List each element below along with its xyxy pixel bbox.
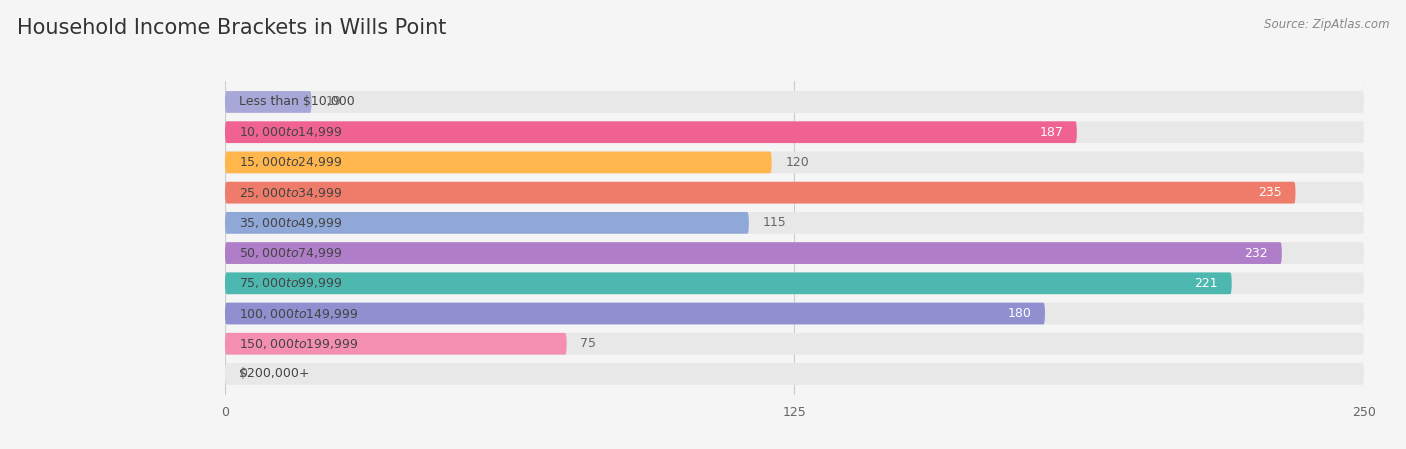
Text: 115: 115 bbox=[762, 216, 786, 229]
Text: 0: 0 bbox=[239, 367, 246, 380]
FancyBboxPatch shape bbox=[225, 333, 567, 355]
Text: $100,000 to $149,999: $100,000 to $149,999 bbox=[239, 307, 359, 321]
FancyBboxPatch shape bbox=[225, 212, 1364, 234]
Text: $25,000 to $34,999: $25,000 to $34,999 bbox=[239, 185, 342, 200]
Text: $75,000 to $99,999: $75,000 to $99,999 bbox=[239, 276, 342, 291]
Text: $150,000 to $199,999: $150,000 to $199,999 bbox=[239, 337, 359, 351]
Text: Less than $10,000: Less than $10,000 bbox=[239, 96, 354, 109]
FancyBboxPatch shape bbox=[225, 182, 1364, 203]
Text: 232: 232 bbox=[1244, 247, 1268, 260]
FancyBboxPatch shape bbox=[225, 91, 312, 113]
FancyBboxPatch shape bbox=[225, 273, 1232, 294]
Text: $15,000 to $24,999: $15,000 to $24,999 bbox=[239, 155, 342, 169]
FancyBboxPatch shape bbox=[225, 303, 1364, 324]
FancyBboxPatch shape bbox=[225, 91, 1364, 113]
FancyBboxPatch shape bbox=[225, 242, 1364, 264]
Text: $35,000 to $49,999: $35,000 to $49,999 bbox=[239, 216, 342, 230]
FancyBboxPatch shape bbox=[225, 121, 1364, 143]
Text: $200,000+: $200,000+ bbox=[239, 367, 309, 380]
FancyBboxPatch shape bbox=[225, 303, 1045, 324]
Text: 75: 75 bbox=[581, 337, 596, 350]
FancyBboxPatch shape bbox=[225, 182, 1295, 203]
Text: Household Income Brackets in Wills Point: Household Income Brackets in Wills Point bbox=[17, 18, 446, 38]
FancyBboxPatch shape bbox=[225, 121, 1077, 143]
Text: 221: 221 bbox=[1195, 277, 1218, 290]
FancyBboxPatch shape bbox=[225, 273, 1364, 294]
Text: $10,000 to $14,999: $10,000 to $14,999 bbox=[239, 125, 342, 139]
FancyBboxPatch shape bbox=[225, 152, 772, 173]
Text: Source: ZipAtlas.com: Source: ZipAtlas.com bbox=[1264, 18, 1389, 31]
Text: 187: 187 bbox=[1039, 126, 1063, 139]
Text: $50,000 to $74,999: $50,000 to $74,999 bbox=[239, 246, 342, 260]
Text: 19: 19 bbox=[325, 96, 340, 109]
FancyBboxPatch shape bbox=[225, 212, 749, 234]
FancyBboxPatch shape bbox=[225, 242, 1282, 264]
Text: 235: 235 bbox=[1258, 186, 1282, 199]
FancyBboxPatch shape bbox=[225, 363, 1364, 385]
FancyBboxPatch shape bbox=[225, 152, 1364, 173]
Text: 180: 180 bbox=[1007, 307, 1031, 320]
FancyBboxPatch shape bbox=[225, 333, 1364, 355]
Text: 120: 120 bbox=[786, 156, 808, 169]
